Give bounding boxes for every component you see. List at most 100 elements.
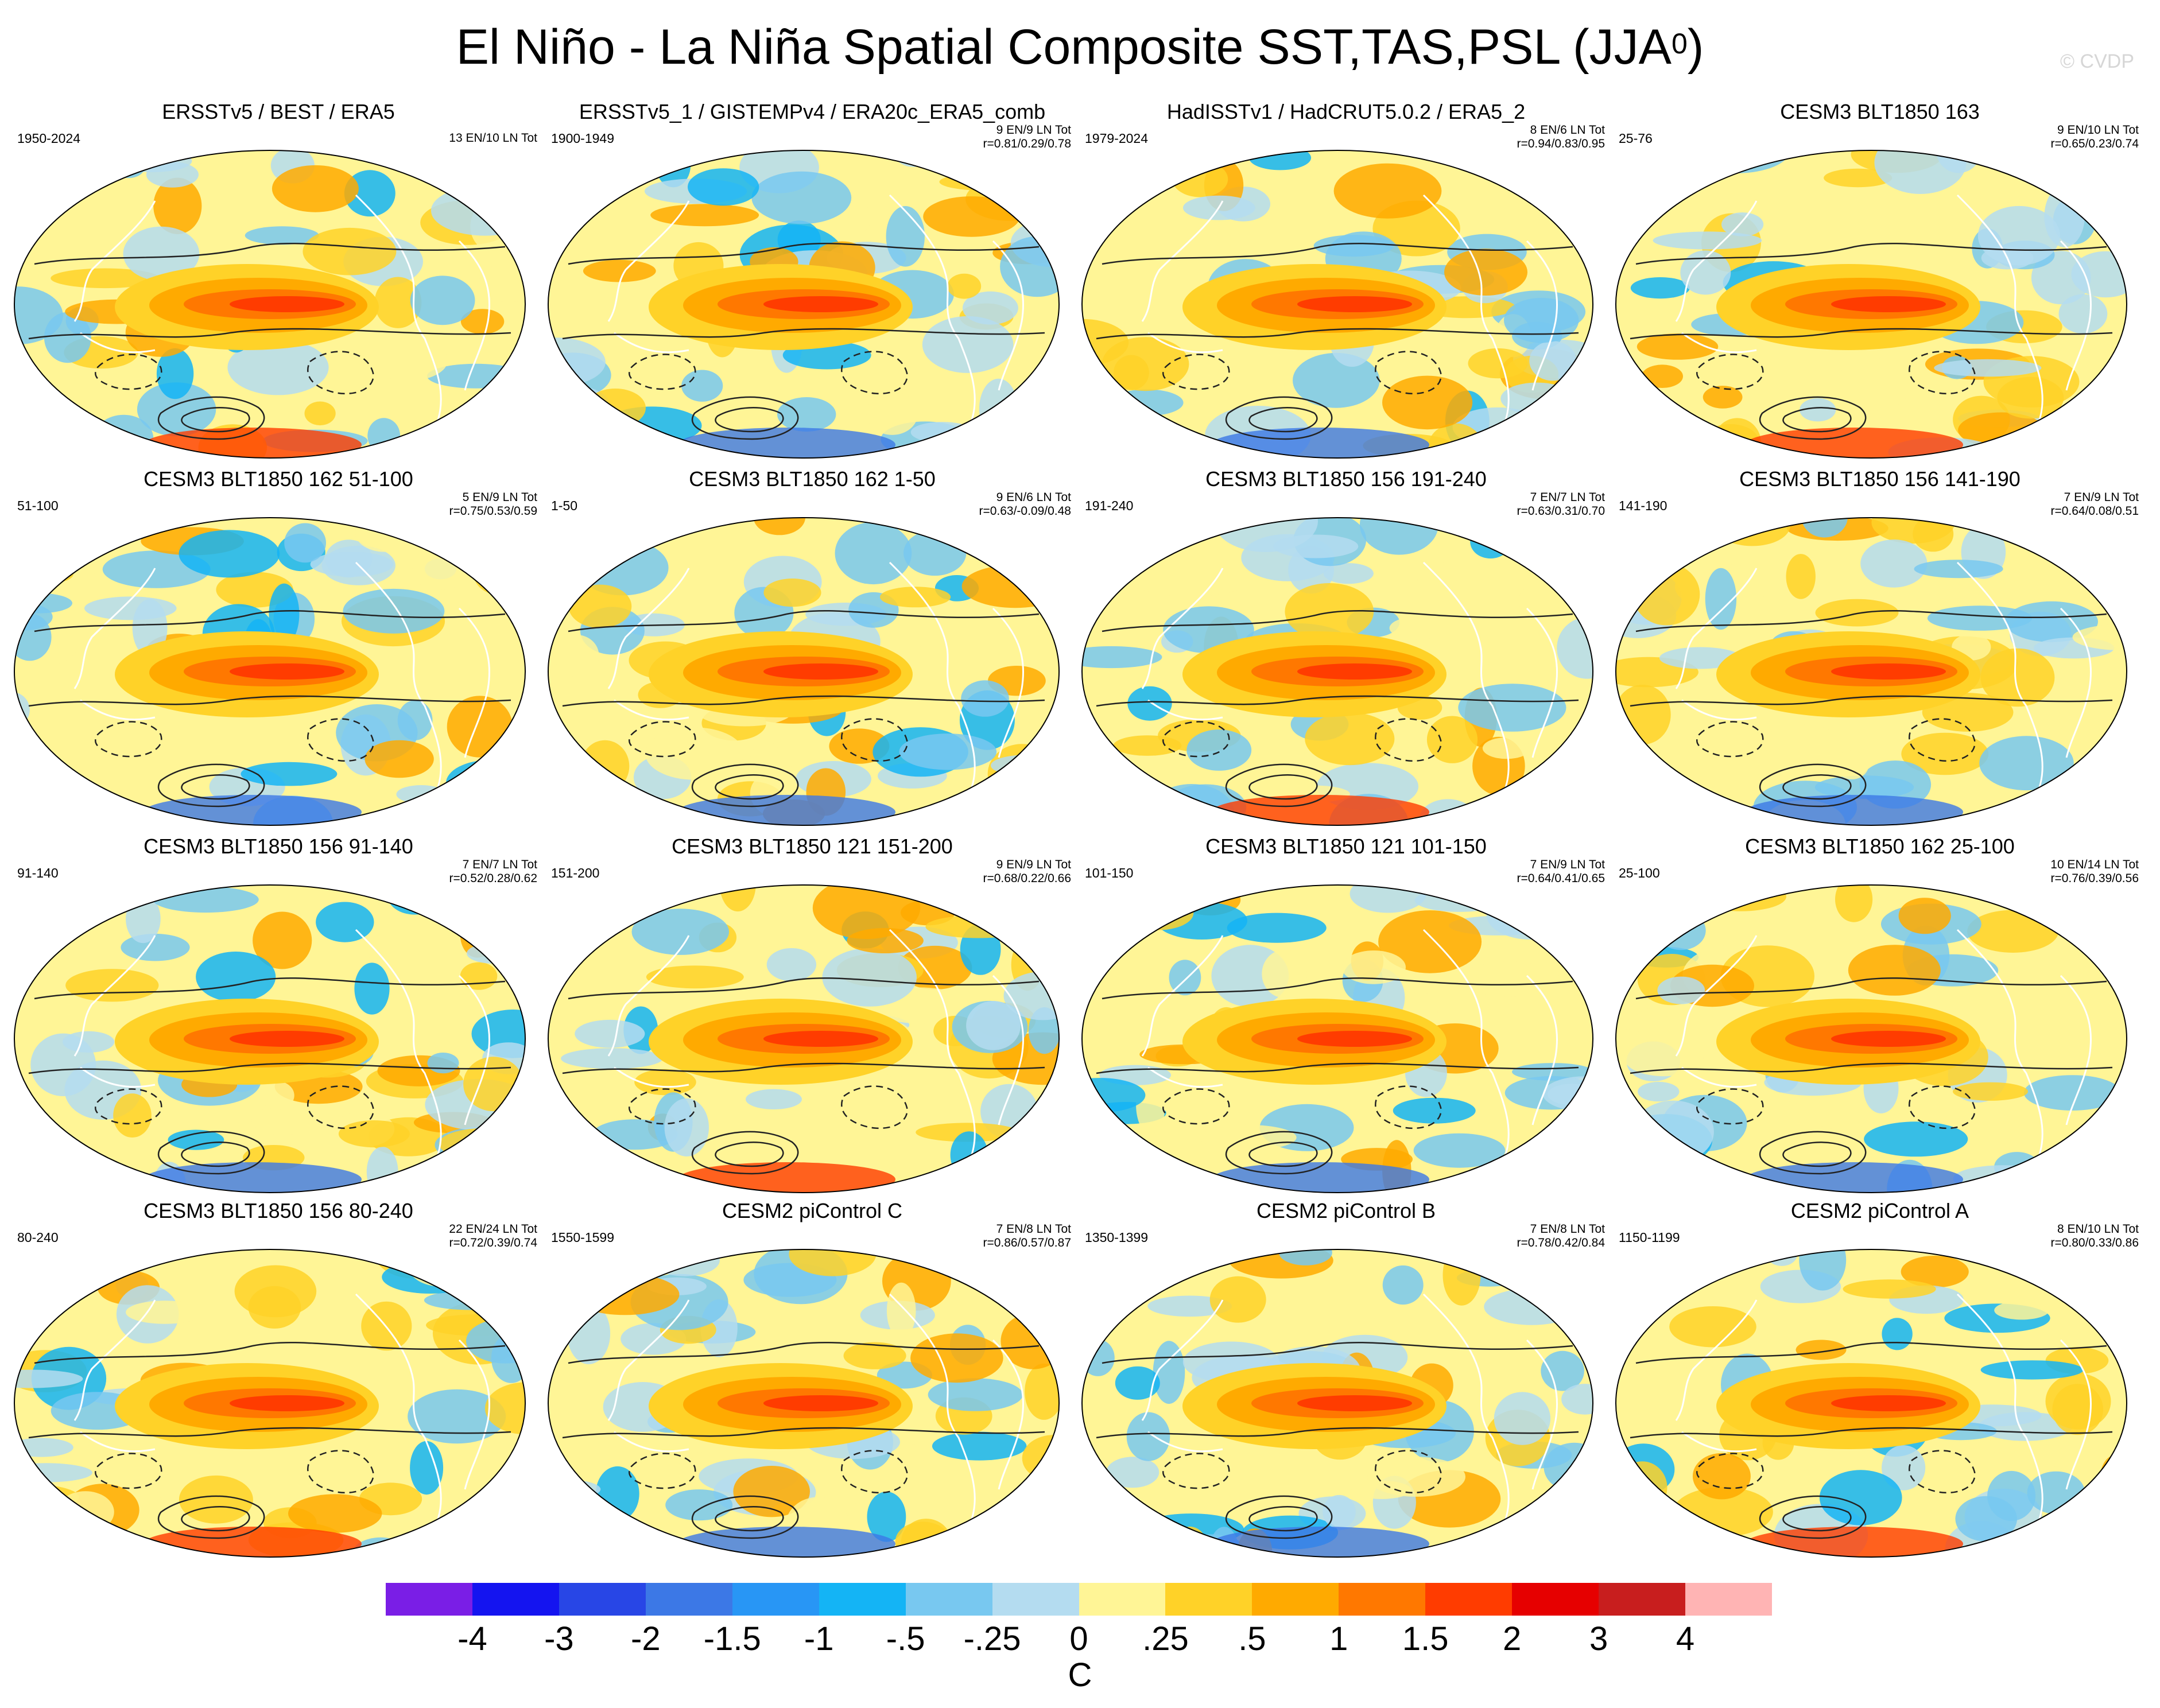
anomaly-patch (1801, 518, 1848, 538)
panel-map (1079, 517, 1596, 829)
anomaly-patch (1262, 949, 1307, 998)
anomaly-patch (20, 565, 73, 584)
anomaly-patch (1638, 1081, 1680, 1102)
anomaly-patch (248, 1286, 301, 1329)
anomaly-patch (646, 965, 744, 989)
panel-event-count: 13 EN/10 LN Tot (449, 131, 537, 145)
anomaly-patch (1860, 539, 1928, 588)
panel-years: 1-50 (551, 498, 578, 513)
anomaly-patch (2100, 1455, 2127, 1504)
anomaly-patch (548, 888, 605, 927)
colorbar-tick-label: 1.5 (1402, 1620, 1449, 1657)
anomaly-patch (866, 391, 918, 435)
robinson-map (14, 517, 526, 826)
anomaly-patch (126, 1301, 204, 1324)
anomaly-patch (991, 755, 1059, 777)
anomaly-patch (25, 150, 96, 173)
anomaly-patch (750, 741, 782, 779)
title-suffix: ) (1687, 20, 1704, 75)
colorbar-segment (386, 1583, 472, 1616)
psl-contour (157, 1495, 265, 1539)
map-outline (1615, 884, 2127, 1193)
warm-tongue (1297, 663, 1412, 680)
anomaly-patch (910, 1333, 1003, 1383)
robinson-map (1615, 1249, 2127, 1558)
anomaly-patch (1082, 904, 1129, 936)
anomaly-patch (1458, 684, 1566, 732)
psl-contour (715, 1142, 784, 1167)
panel-event-count: 7 EN/7 LN Tot (1530, 491, 1605, 504)
anomaly-patch (1927, 605, 2033, 631)
anomaly-patch (1898, 898, 1951, 934)
panel-title: CESM3 BLT1850 162 51-100 (144, 467, 413, 491)
panel-map (11, 884, 528, 1197)
anomaly-patch (867, 1492, 906, 1542)
map-panel: CESM3 BLT1850 163 25-76 9 EN/10 LN Tot r=0.… (1613, 98, 2147, 465)
anomaly-patch (766, 948, 817, 981)
anomaly-patch (14, 771, 90, 808)
anomaly-patch (288, 1494, 382, 1533)
anomaly-patch (910, 422, 975, 443)
anomaly-patch (1824, 168, 1893, 188)
psl-contour (1696, 1453, 1764, 1489)
anomaly-patch (1541, 1350, 1584, 1391)
anomaly-patch (2075, 428, 2104, 458)
coastline (607, 935, 690, 1057)
coastline (80, 1431, 156, 1453)
panel-title: CESM3 BLT1850 163 (1780, 100, 1980, 123)
anomaly-patch (484, 1382, 525, 1435)
psl-contour (1375, 1450, 1442, 1494)
anomaly-patch (1641, 364, 1683, 388)
panel-event-count: 7 EN/9 LN Tot (2064, 491, 2139, 504)
anomaly-patch (595, 1466, 639, 1521)
psl-contour (307, 351, 374, 395)
panel-event-count: 7 EN/9 LN Tot (1530, 858, 1605, 871)
coastline (458, 975, 491, 1125)
anomaly-patch (1414, 888, 1504, 912)
psl-contour (1635, 977, 2107, 1000)
coastline (458, 607, 491, 758)
panel-correlation: r=0.68/0.22/0.66 (983, 872, 1071, 885)
anomaly-patch (1616, 1513, 1658, 1532)
panel-years: 1950-2024 (17, 131, 80, 146)
anomaly-patch (439, 1128, 525, 1160)
psl-contour (157, 763, 265, 808)
panel-years: 1979-2024 (1085, 131, 1148, 146)
anomaly-patch (168, 1129, 224, 1150)
robinson-map (1615, 150, 2127, 459)
anomaly-patch (631, 909, 730, 955)
anomaly-patch (2057, 885, 2101, 935)
anomaly-patch (777, 397, 836, 432)
coastline (1675, 1299, 1758, 1421)
psl-contour (1248, 407, 1318, 433)
coastline (1147, 1066, 1223, 1088)
anomaly-patch (1359, 518, 1438, 555)
coastline (355, 194, 442, 425)
psl-contour (1375, 1085, 1442, 1129)
anomaly-patch (905, 598, 971, 651)
anomaly-patch (427, 1053, 459, 1074)
anomaly-patch (961, 680, 1009, 717)
anomaly-patch (899, 733, 997, 770)
colorbar-segment (1599, 1583, 1686, 1616)
anomaly-patch (987, 744, 1056, 804)
anomaly-patch (719, 885, 756, 912)
panel-title: CESM3 BLT1850 156 91-140 (144, 834, 413, 858)
panel-years: 151-200 (551, 865, 600, 880)
robinson-map (14, 150, 526, 459)
coastline (458, 240, 491, 391)
map-outline (1081, 884, 1593, 1193)
coastline (1141, 1299, 1224, 1421)
colorbar-tick-label: -3 (544, 1620, 574, 1657)
anomaly-patch (554, 635, 599, 677)
coastline (1956, 1293, 2043, 1524)
psl-contour (691, 763, 799, 808)
anomaly-patch (843, 1342, 906, 1369)
colorbar-tick-label: -2 (631, 1620, 661, 1657)
panel-correlation: r=0.80/0.33/0.86 (2050, 1236, 2139, 1249)
coastline (1141, 200, 1224, 322)
colorbar-tick-label: 2 (1503, 1620, 1522, 1657)
anomaly-patch (1484, 1288, 1580, 1325)
anomaly-patch (1953, 1165, 2053, 1193)
psl-contour (1696, 354, 1764, 390)
